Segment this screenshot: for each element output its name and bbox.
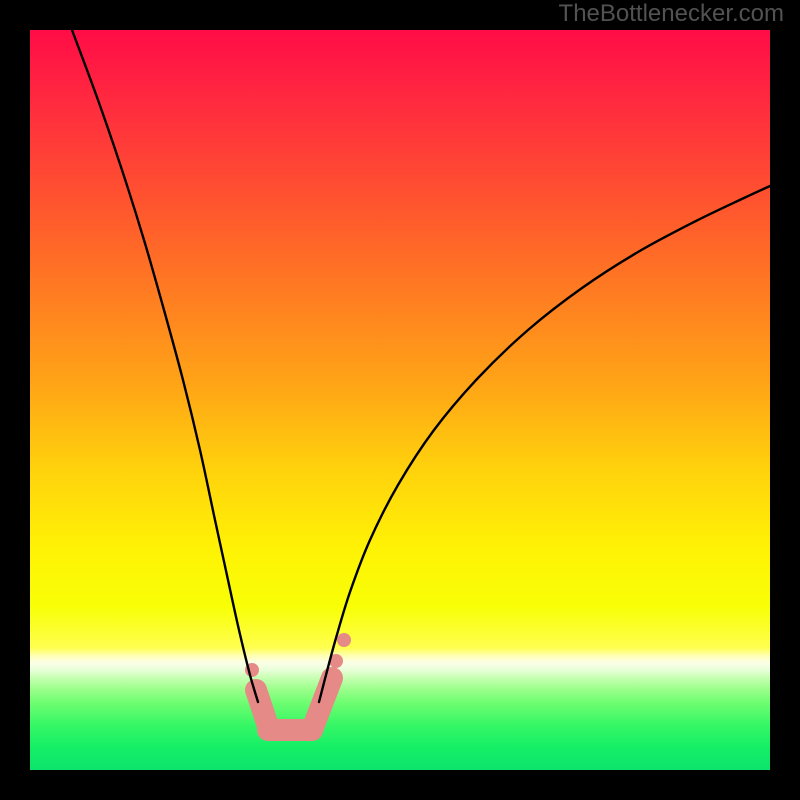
curve-right — [319, 186, 770, 702]
plot-area — [30, 30, 770, 770]
chart-canvas: TheBottlenecker.com — [0, 0, 800, 800]
curve-left — [72, 30, 258, 702]
sausage-marker — [245, 633, 351, 739]
watermark-text: TheBottlenecker.com — [559, 0, 784, 28]
curve-layer — [30, 30, 770, 770]
